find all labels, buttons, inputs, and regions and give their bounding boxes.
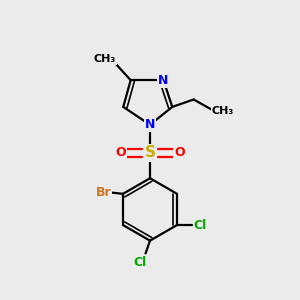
Text: S: S	[145, 146, 155, 160]
Text: Br: Br	[95, 186, 111, 199]
Text: N: N	[158, 74, 169, 87]
Text: O: O	[174, 146, 185, 160]
Text: N: N	[145, 118, 155, 131]
Text: CH₃: CH₃	[94, 54, 116, 64]
Text: Cl: Cl	[194, 218, 207, 232]
Text: Cl: Cl	[134, 256, 147, 269]
Text: CH₃: CH₃	[212, 106, 234, 116]
Text: O: O	[115, 146, 126, 160]
